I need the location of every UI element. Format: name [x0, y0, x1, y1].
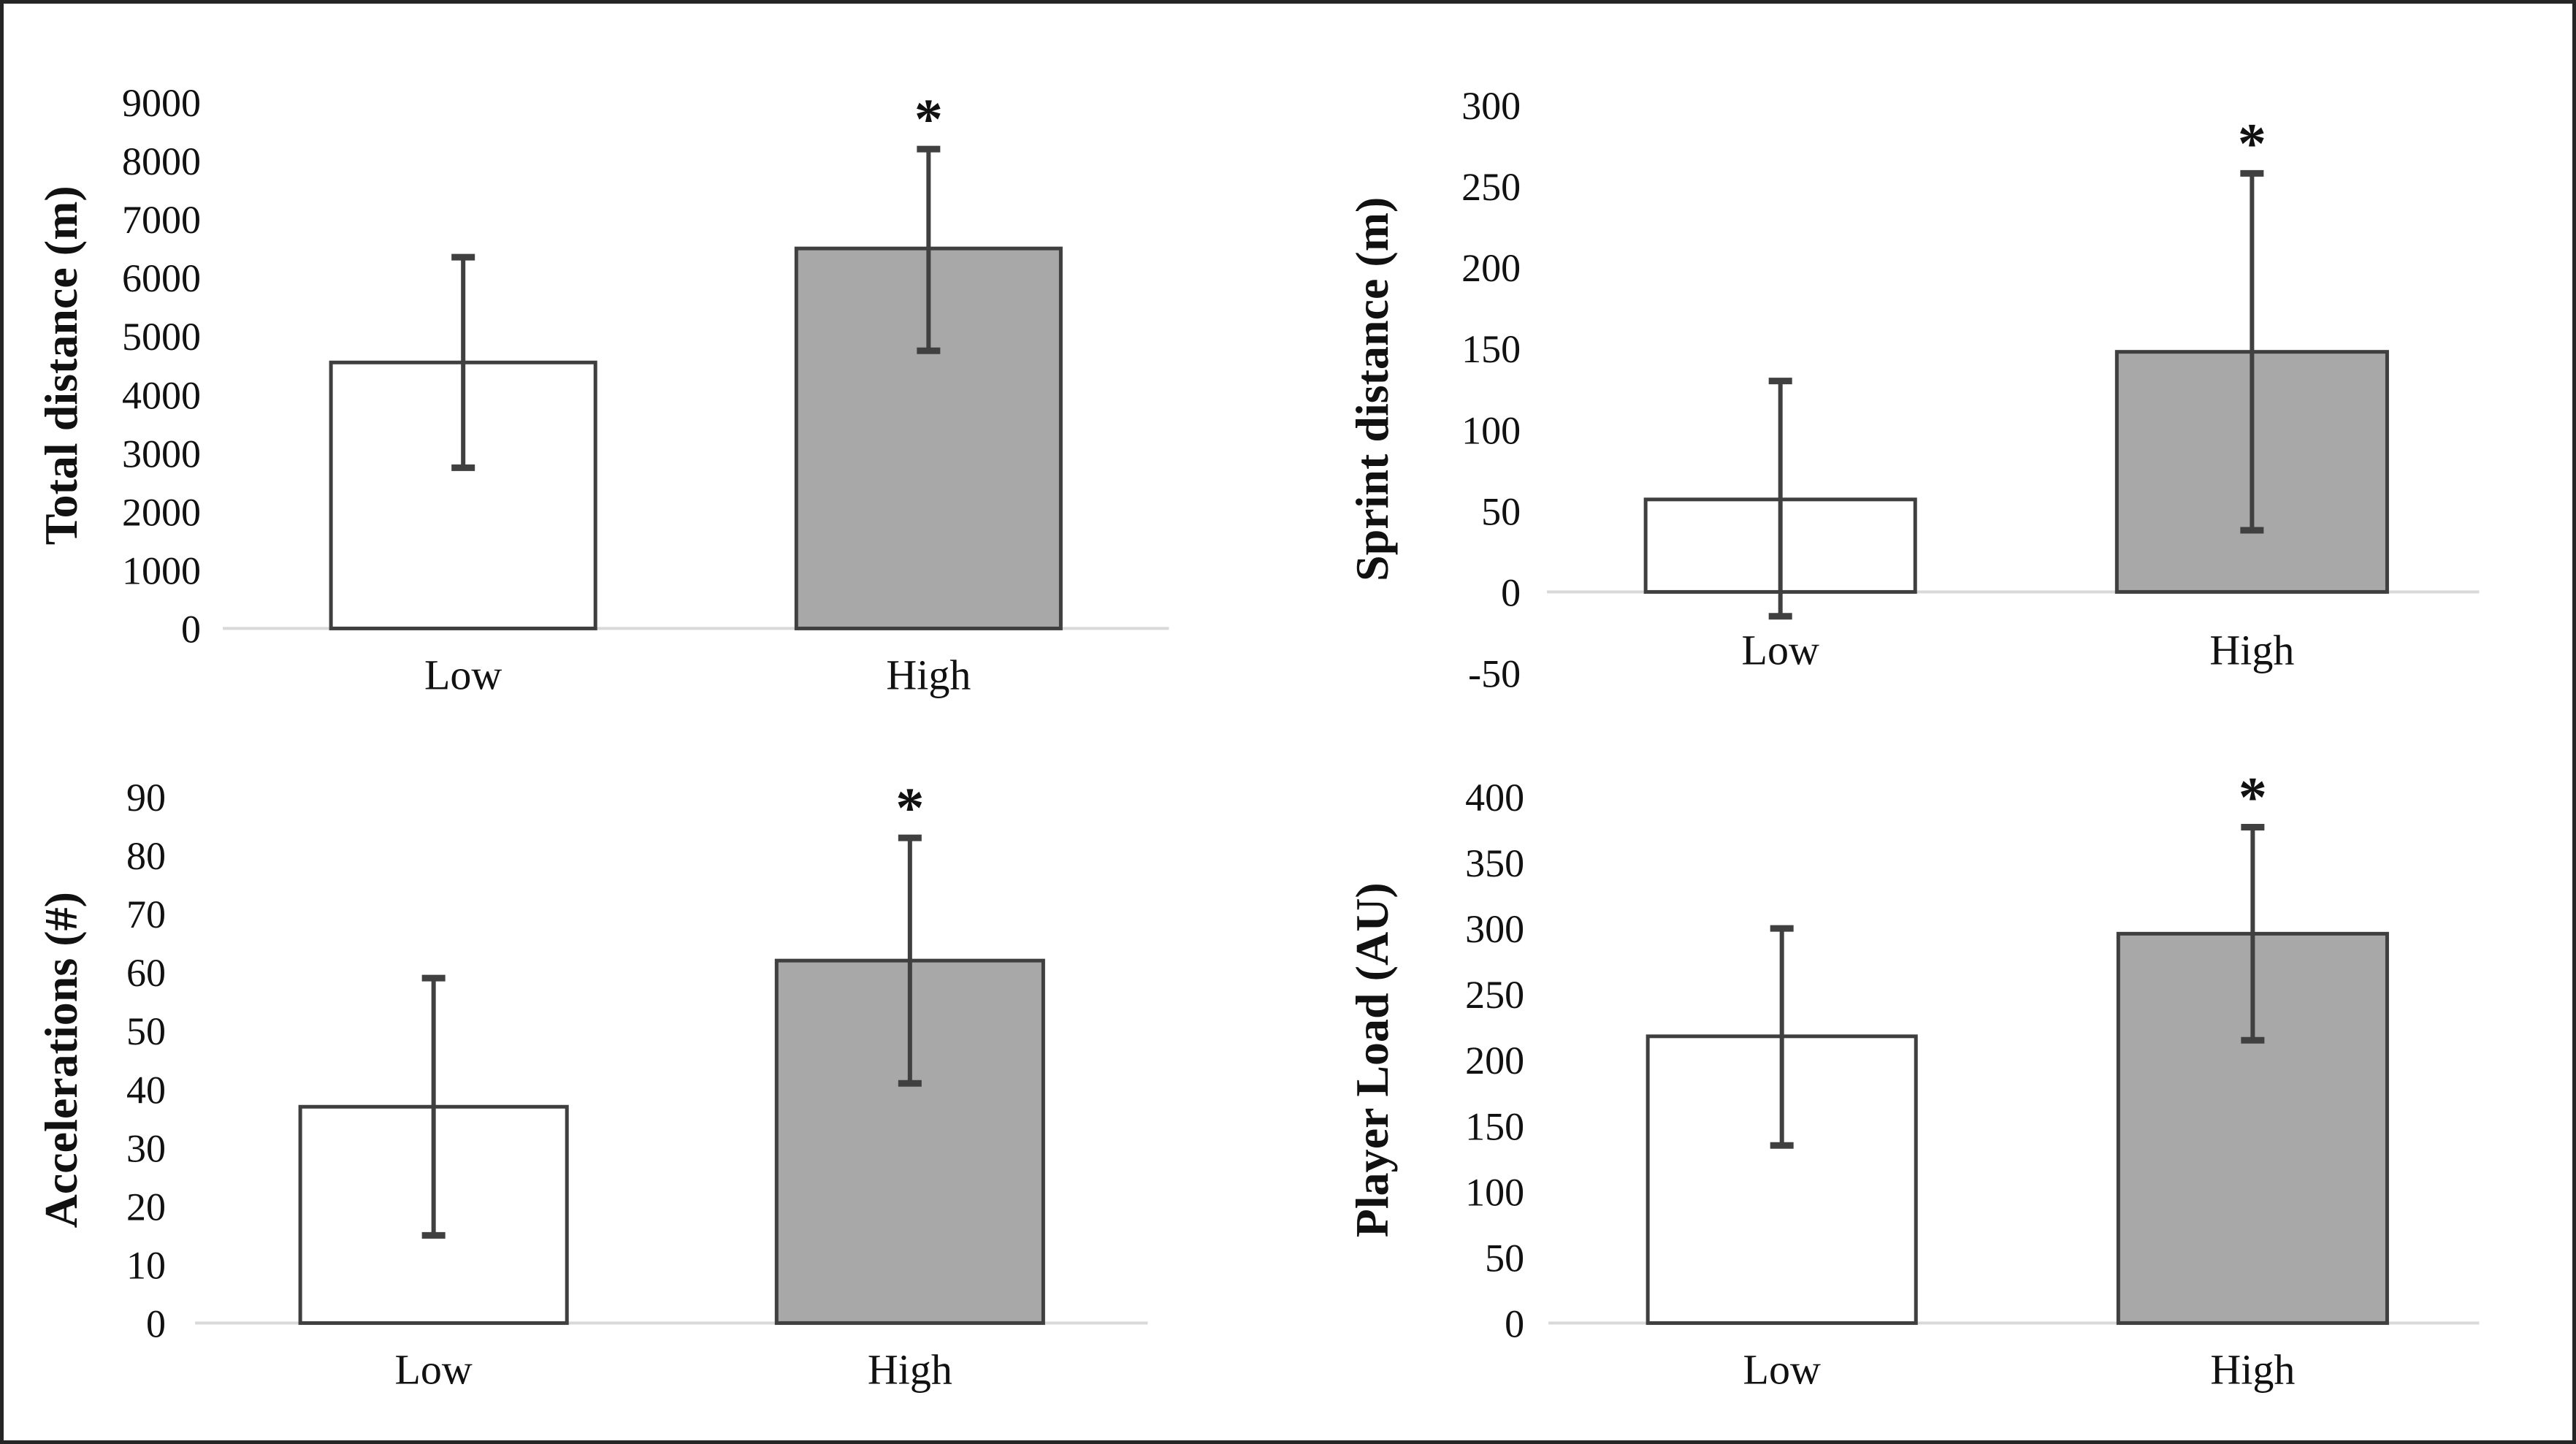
category-label-high: High	[2210, 1345, 2295, 1393]
category-label-high: High	[2209, 626, 2294, 673]
y-tick-label: 300	[1461, 84, 1521, 128]
y-tick-label: 30	[126, 1126, 166, 1170]
y-tick-label: 150	[1465, 1104, 1524, 1148]
panel-sprint-distance: -50 0 50 100 150 200 250 300 Sprint distance (m)…	[1288, 4, 2573, 722]
y-tick-label: 70	[126, 893, 166, 936]
significance-asterisk: *	[914, 87, 943, 150]
y-tick-label: 400	[1465, 776, 1524, 820]
y-tick-label: 0	[1501, 570, 1521, 614]
y-tick-label: 0	[146, 1302, 166, 1345]
panel-accelerations: 0 10 20 30 40 50 60 70 80 90 Accelerations (#) Low H…	[4, 722, 1288, 1441]
y-tick-label: 40	[126, 1068, 166, 1112]
panel-player-load: 0 50 100 150 200 250 300 350 400 Player Load (AU)…	[1288, 722, 2573, 1441]
y-tick-label: 100	[1465, 1170, 1524, 1214]
y-tick-label: 300	[1465, 907, 1524, 951]
y-tick-label: 90	[126, 776, 166, 820]
chart-total-distance: 0 1000 2000 3000 4000 5000 6000 7000 8000 9000 Tot…	[35, 81, 1169, 698]
y-tick-label: 250	[1465, 973, 1524, 1017]
y-axis-title: Sprint distance (m)	[1346, 197, 1398, 581]
y-tick-label: 3000	[122, 432, 201, 475]
y-tick-label: 60	[126, 951, 166, 995]
y-tick-label: 9000	[122, 81, 201, 125]
y-tick-label: 2000	[122, 490, 201, 534]
chart-player-load: 0 50 100 150 200 250 300 350 400 Player Load (AU)…	[1346, 765, 2479, 1393]
significance-asterisk: *	[2237, 111, 2266, 175]
y-tick-label: 80	[126, 834, 166, 878]
y-tick-label: 50	[1481, 489, 1521, 533]
category-label-low: Low	[395, 1345, 473, 1393]
chart-sprint-distance: -50 0 50 100 150 200 250 300 Sprint distance (m)…	[1346, 84, 2479, 695]
category-label-high: High	[868, 1345, 952, 1393]
category-label-high: High	[886, 651, 971, 698]
category-label-low: Low	[1743, 1345, 1820, 1393]
y-tick-label: 350	[1465, 841, 1524, 885]
y-tick-label: 4000	[122, 373, 201, 417]
y-tick-label: 0	[1505, 1302, 1524, 1345]
y-tick-label: 5000	[122, 315, 201, 359]
y-tick-label: 250	[1461, 165, 1521, 209]
y-tick-label: -50	[1468, 652, 1521, 695]
y-tick-label: 50	[1485, 1236, 1524, 1280]
y-axis-title: Total distance (m)	[35, 186, 87, 545]
y-axis-title: Accelerations (#)	[35, 892, 87, 1228]
category-label-low: Low	[1741, 626, 1819, 673]
y-tick-label: 150	[1461, 327, 1521, 371]
y-tick-label: 1000	[122, 549, 201, 592]
y-tick-label: 200	[1461, 246, 1521, 290]
y-axis-title: Player Load (AU)	[1346, 882, 1398, 1237]
significance-asterisk: *	[2238, 765, 2266, 828]
y-tick-label: 7000	[122, 198, 201, 242]
y-tick-label: 20	[126, 1185, 166, 1229]
y-tick-label: 100	[1461, 408, 1521, 452]
panel-total-distance: 0 1000 2000 3000 4000 5000 6000 7000 8000 9000 Tot…	[4, 4, 1288, 722]
y-tick-label: 200	[1465, 1039, 1524, 1082]
chart-accelerations: 0 10 20 30 40 50 60 70 80 90 Accelerations (#) Low H…	[35, 776, 1148, 1393]
y-tick-label: 50	[126, 1009, 166, 1053]
category-label-low: Low	[424, 651, 502, 698]
significance-asterisk: *	[895, 776, 924, 839]
y-tick-label: 6000	[122, 256, 201, 300]
y-tick-label: 0	[181, 607, 201, 651]
y-tick-label: 10	[126, 1243, 166, 1287]
y-tick-label: 8000	[122, 140, 201, 183]
